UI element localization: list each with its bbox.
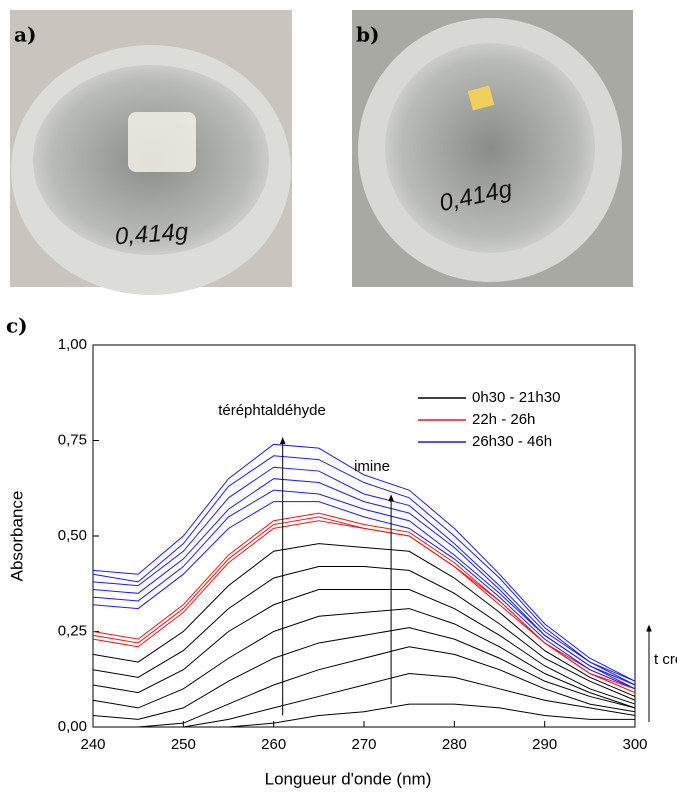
annotation: t croit — [654, 651, 677, 668]
x-tick-label: 250 — [171, 736, 196, 753]
spectrum-line — [92, 489, 636, 690]
spectrum-line — [92, 543, 636, 697]
spectrum-line — [92, 627, 636, 720]
x-tick-label: 290 — [532, 736, 557, 753]
y-tick-label: 0,25 — [58, 622, 87, 639]
spectrum-line — [92, 455, 636, 682]
x-tick-label: 260 — [261, 736, 286, 753]
x-tick-label: 300 — [622, 736, 647, 753]
spectrum-line — [93, 673, 636, 728]
y-tick-label: 0,75 — [58, 431, 87, 448]
panel-label: b) — [356, 23, 379, 47]
spectrum-line — [92, 443, 636, 682]
y-axis-label: Absorbance — [7, 491, 26, 582]
spectrum-line — [92, 566, 636, 701]
photo-a — [10, 10, 292, 295]
spectrum-line — [93, 703, 635, 728]
x-tick-label: 240 — [80, 736, 105, 753]
legend-label: 0h30 - 21h30 — [472, 389, 560, 406]
annotation: imine — [354, 458, 390, 475]
x-tick-label: 280 — [442, 736, 467, 753]
spectrum-line — [92, 588, 636, 705]
y-tick-label: 1,00 — [58, 336, 87, 353]
spectrum-line — [92, 608, 636, 709]
spectrum-line — [92, 520, 636, 694]
y-tick-label: 0,50 — [58, 527, 87, 544]
spectrum-line — [93, 646, 636, 728]
y-tick-label: 0,00 — [58, 718, 87, 735]
panel-label: c) — [6, 314, 28, 338]
x-axis-label: Longueur d'onde (nm) — [265, 769, 432, 788]
spectrum-line — [92, 466, 636, 686]
panel-label: a) — [14, 23, 36, 47]
legend-label: 22h - 26h — [472, 411, 535, 428]
spectrum-line — [92, 501, 636, 690]
annotation: téréphtaldéhyde — [218, 402, 326, 419]
legend-label: 26h30 - 46h — [472, 433, 552, 450]
x-tick-label: 270 — [351, 736, 376, 753]
photo-b — [352, 10, 633, 287]
photo-note: 0,414g — [114, 218, 190, 250]
